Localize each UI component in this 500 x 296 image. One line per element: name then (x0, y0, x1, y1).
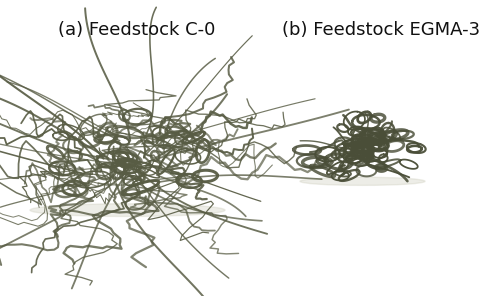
Text: (a) Feedstock C-0: (a) Feedstock C-0 (58, 21, 215, 39)
Ellipse shape (30, 204, 225, 216)
Text: (b) Feedstock EGMA-3: (b) Feedstock EGMA-3 (282, 21, 480, 39)
Ellipse shape (300, 177, 425, 185)
